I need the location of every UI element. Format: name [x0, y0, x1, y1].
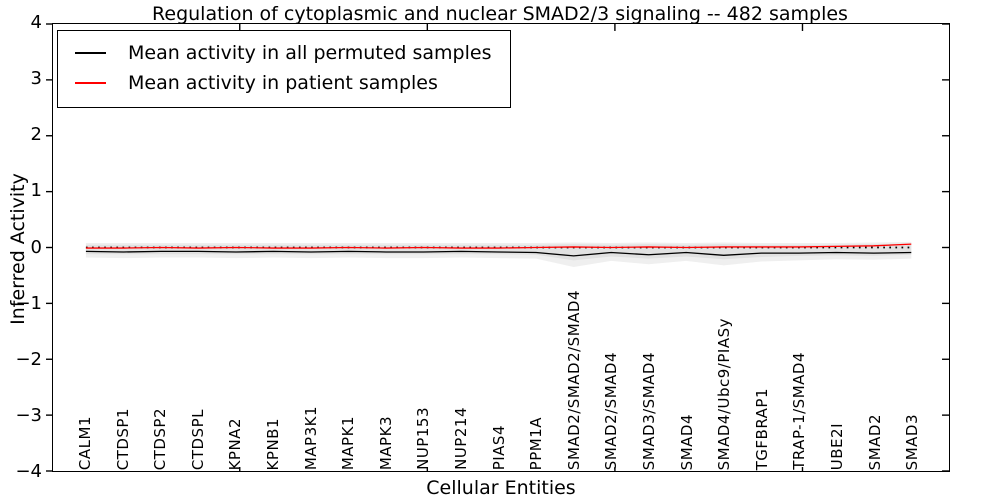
x-category-label: SMAD4: [677, 413, 696, 470]
legend-line-black-icon: [75, 52, 106, 54]
x-category-label: CALM1: [76, 415, 94, 470]
legend-label-patient: Mean activity in patient samples: [128, 72, 438, 94]
x-category-label: SMAD4/Ubc9/PIASy: [715, 317, 734, 470]
x-category-label: PIAS4: [489, 424, 508, 470]
y-tick-label: 2: [30, 124, 42, 146]
x-axis-label: Cellular Entities: [426, 477, 576, 499]
y-tick-label: −2: [15, 348, 42, 370]
y-tick-label: 4: [30, 12, 42, 33]
y-tick-label: −3: [15, 404, 42, 426]
y-tick-label: 1: [30, 180, 42, 202]
x-category-label: MAPK1: [339, 415, 358, 470]
x-category-label: NUP214: [452, 407, 470, 470]
y-tick-label: −1: [15, 292, 42, 314]
y-tick-label: −4: [15, 461, 42, 482]
y-tick-label: 3: [30, 68, 42, 90]
y-tick-label: 0: [30, 236, 42, 258]
legend-label-permuted: Mean activity in all permuted samples: [128, 42, 492, 64]
x-category-label: TRAP-1/SMAD4: [790, 352, 809, 470]
x-category-label: PPM1A: [527, 416, 546, 470]
x-category-label: CTDSP1: [113, 407, 132, 470]
x-category-label: TGFBRAP1: [752, 387, 771, 470]
x-category-label: CTDSPL: [188, 408, 207, 470]
legend: Mean activity in all permuted samples Me…: [57, 30, 511, 108]
legend-row-permuted: Mean activity in all permuted samples: [58, 38, 510, 68]
x-category-label: SMAD2: [865, 413, 884, 470]
chart-title: Regulation of cytoplasmic and nuclear SM…: [152, 3, 848, 25]
plot-area: [46, 23, 950, 472]
x-category-label: SMAD2/SMAD4: [602, 351, 621, 470]
x-category-label: NUP153: [414, 407, 433, 470]
x-category-label: MAPK3: [376, 415, 395, 470]
x-category-label: KPNA2: [226, 417, 245, 470]
x-category-label: SMAD2/SMAD2/SMAD4: [564, 289, 583, 470]
x-category-label: SMAD3/SMAD4: [640, 351, 658, 470]
x-category-label: UBE2I: [828, 422, 846, 470]
x-category-label: SMAD3: [903, 413, 922, 470]
x-category-label: KPNB1: [264, 417, 282, 470]
legend-line-red-icon: [75, 82, 106, 84]
x-category-label: MAP3K1: [301, 405, 320, 470]
plot-canvas: [46, 23, 949, 472]
legend-row-patient: Mean activity in patient samples: [58, 68, 510, 98]
x-category-label: CTDSP2: [151, 407, 170, 470]
